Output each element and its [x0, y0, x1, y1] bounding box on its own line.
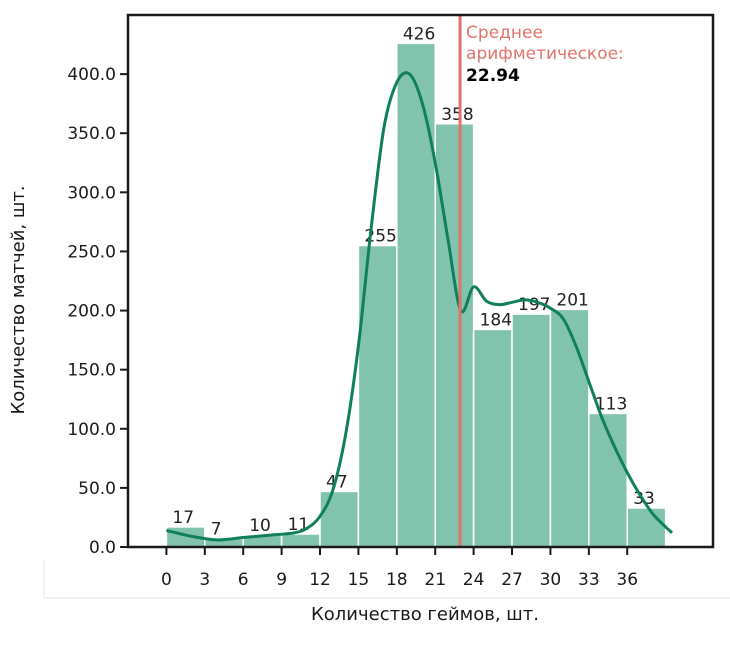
x-tick-label: 30	[540, 570, 562, 590]
bar-label-15: 255	[364, 227, 396, 247]
y-tick-label: 400.0	[67, 65, 116, 85]
bar-36	[626, 507, 667, 548]
x-tick-label: 21	[424, 570, 446, 590]
x-tick-label: 6	[238, 570, 249, 590]
bar-30	[549, 308, 590, 548]
bar-24	[472, 328, 513, 548]
y-tick-label: 100.0	[67, 420, 116, 440]
bars-group	[165, 42, 667, 548]
y-axis-title: Количество матчей, шт.	[8, 185, 29, 414]
y-tick-label: 350.0	[67, 124, 116, 144]
y-tick-label: 200.0	[67, 302, 116, 322]
y-tick-label: 300.0	[67, 183, 116, 203]
bar-label-18: 426	[403, 24, 435, 44]
x-axis-title: Количество геймов, шт.	[311, 604, 539, 625]
y-tick-label: 150.0	[67, 361, 116, 381]
x-tick-label: 9	[276, 570, 287, 590]
x-tick-label: 24	[463, 570, 485, 590]
x-tick-label: 18	[386, 570, 408, 590]
mean-label-line-1: Среднее	[466, 23, 543, 43]
bar-label-6: 10	[249, 516, 271, 536]
x-tick-label: 15	[348, 570, 370, 590]
bar-12	[319, 490, 360, 548]
x-tick-label: 36	[616, 570, 638, 590]
plot-frame	[126, 13, 715, 549]
bar-label-33: 113	[595, 394, 627, 414]
bar-label-30: 201	[556, 290, 588, 310]
y-tick-label: 250.0	[67, 242, 116, 262]
mean-value: 22.94	[466, 66, 520, 86]
x-tick-label: 0	[161, 570, 172, 590]
bar-label-3: 7	[211, 520, 222, 540]
bar-label-0: 17	[172, 508, 194, 528]
bar-18	[396, 42, 436, 548]
y-axis: 0.0 50.0 100.0 150.0 200.0 250.0 300.0 350.0 400…	[67, 65, 128, 558]
y-tick-label: 50.0	[78, 479, 116, 499]
x-axis: 0 3 6 9 12 15 18 21 24 27 30 33 36	[161, 547, 638, 590]
bar-21	[434, 123, 475, 548]
bar-label-24: 184	[480, 310, 512, 330]
bar-label-21: 358	[441, 105, 473, 125]
mean-label-line-2: арифметическое:	[466, 44, 624, 64]
x-tick-label: 3	[199, 570, 210, 590]
kde-curve	[166, 71, 674, 542]
bar-label-12: 47	[326, 472, 348, 492]
bar-27	[511, 313, 552, 548]
x-tick-label: 12	[309, 570, 331, 590]
x-tick-label: 33	[578, 570, 600, 590]
y-tick-label: 0.0	[89, 538, 116, 558]
x-tick-label: 27	[501, 570, 523, 590]
bar-9	[280, 533, 321, 548]
